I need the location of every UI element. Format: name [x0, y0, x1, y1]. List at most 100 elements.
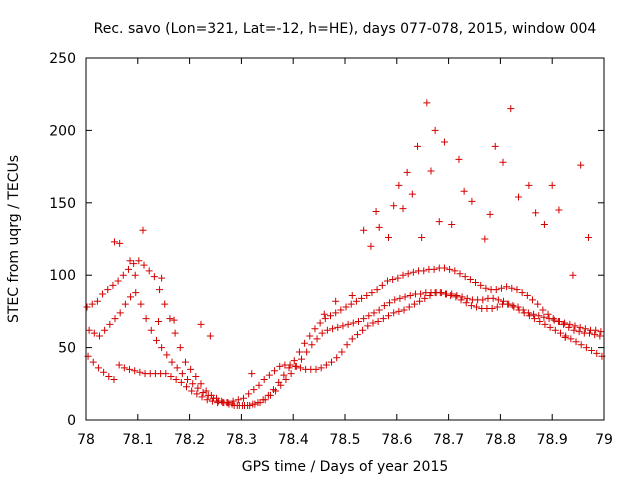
- data-point: [181, 358, 189, 366]
- data-point: [508, 284, 516, 292]
- data-point: [448, 221, 456, 229]
- data-point: [531, 315, 539, 323]
- data-point: [414, 142, 422, 150]
- data-point: [116, 309, 124, 317]
- data-point: [206, 332, 214, 340]
- data-point: [136, 368, 144, 376]
- data-point: [348, 335, 356, 343]
- data-point: [539, 306, 547, 314]
- data-point: [215, 397, 223, 405]
- data-point: [530, 310, 538, 318]
- data-point: [277, 381, 285, 389]
- data-point: [507, 105, 515, 113]
- data-point: [311, 325, 319, 333]
- data-point: [494, 296, 502, 304]
- y-tick-label: 100: [49, 268, 76, 284]
- data-point: [348, 291, 356, 299]
- data-point: [509, 302, 517, 310]
- data-point: [408, 190, 416, 198]
- data-point: [395, 181, 403, 189]
- data-point: [301, 339, 309, 347]
- data-point: [287, 370, 295, 378]
- data-point: [375, 306, 383, 314]
- data-point: [131, 271, 139, 279]
- data-point: [320, 310, 328, 318]
- data-point: [514, 303, 522, 311]
- data-point: [423, 99, 431, 107]
- data-point: [576, 323, 584, 331]
- data-point: [400, 306, 408, 314]
- data-point: [178, 370, 186, 378]
- data-point: [192, 373, 200, 381]
- data-point: [290, 357, 298, 365]
- data-point: [386, 299, 394, 307]
- data-point: [534, 300, 542, 308]
- data-point: [332, 309, 340, 317]
- data-point: [145, 267, 153, 275]
- data-point: [588, 346, 596, 354]
- x-tick-label: 78.8: [485, 432, 516, 448]
- data-point: [199, 388, 207, 396]
- data-point: [482, 284, 490, 292]
- data-point: [405, 303, 413, 311]
- data-point: [347, 300, 355, 308]
- data-point: [272, 387, 280, 395]
- data-point: [385, 312, 393, 320]
- data-point: [370, 309, 378, 317]
- data-point: [518, 289, 526, 297]
- x-tick-label: 79: [595, 432, 613, 448]
- data-point: [353, 331, 361, 339]
- y-tick-label: 0: [67, 413, 76, 429]
- data-point: [297, 355, 305, 363]
- data-point: [525, 312, 533, 320]
- data-point: [130, 260, 138, 268]
- data-point: [440, 264, 448, 272]
- data-point: [303, 348, 311, 356]
- data-point: [541, 320, 549, 328]
- data-point: [430, 265, 438, 273]
- data-point: [334, 323, 342, 331]
- data-point: [374, 318, 382, 326]
- data-points: [83, 99, 606, 410]
- data-point: [285, 364, 293, 372]
- data-point: [245, 390, 253, 398]
- data-point: [367, 242, 375, 250]
- data-point: [271, 367, 279, 375]
- data-point: [126, 365, 134, 373]
- data-point: [567, 335, 575, 343]
- data-point: [329, 325, 337, 333]
- data-point: [395, 307, 403, 315]
- data-point: [394, 274, 402, 282]
- data-point: [142, 315, 150, 323]
- data-point: [166, 315, 174, 323]
- data-point: [182, 383, 190, 391]
- data-point: [342, 303, 350, 311]
- y-tick-label: 250: [49, 51, 76, 67]
- data-point: [461, 273, 469, 281]
- data-point: [391, 296, 399, 304]
- data-point: [399, 271, 407, 279]
- data-point: [571, 322, 579, 330]
- data-point: [431, 126, 439, 134]
- data-point: [276, 362, 284, 370]
- data-point: [561, 319, 569, 327]
- data-point: [477, 281, 485, 289]
- data-point: [399, 205, 407, 213]
- data-point: [462, 299, 470, 307]
- data-point: [333, 354, 341, 362]
- data-point: [460, 187, 468, 195]
- data-point: [137, 300, 145, 308]
- x-tick-label: 78.6: [381, 432, 412, 448]
- data-point: [343, 341, 351, 349]
- data-point: [194, 384, 202, 392]
- data-point: [596, 332, 604, 340]
- data-point: [147, 326, 155, 334]
- data-point: [560, 320, 568, 328]
- data-point: [124, 265, 132, 273]
- data-point: [198, 393, 206, 401]
- data-point: [396, 294, 404, 302]
- data-point: [383, 277, 391, 285]
- data-point: [515, 193, 523, 201]
- data-point: [105, 373, 113, 381]
- data-point: [468, 197, 476, 205]
